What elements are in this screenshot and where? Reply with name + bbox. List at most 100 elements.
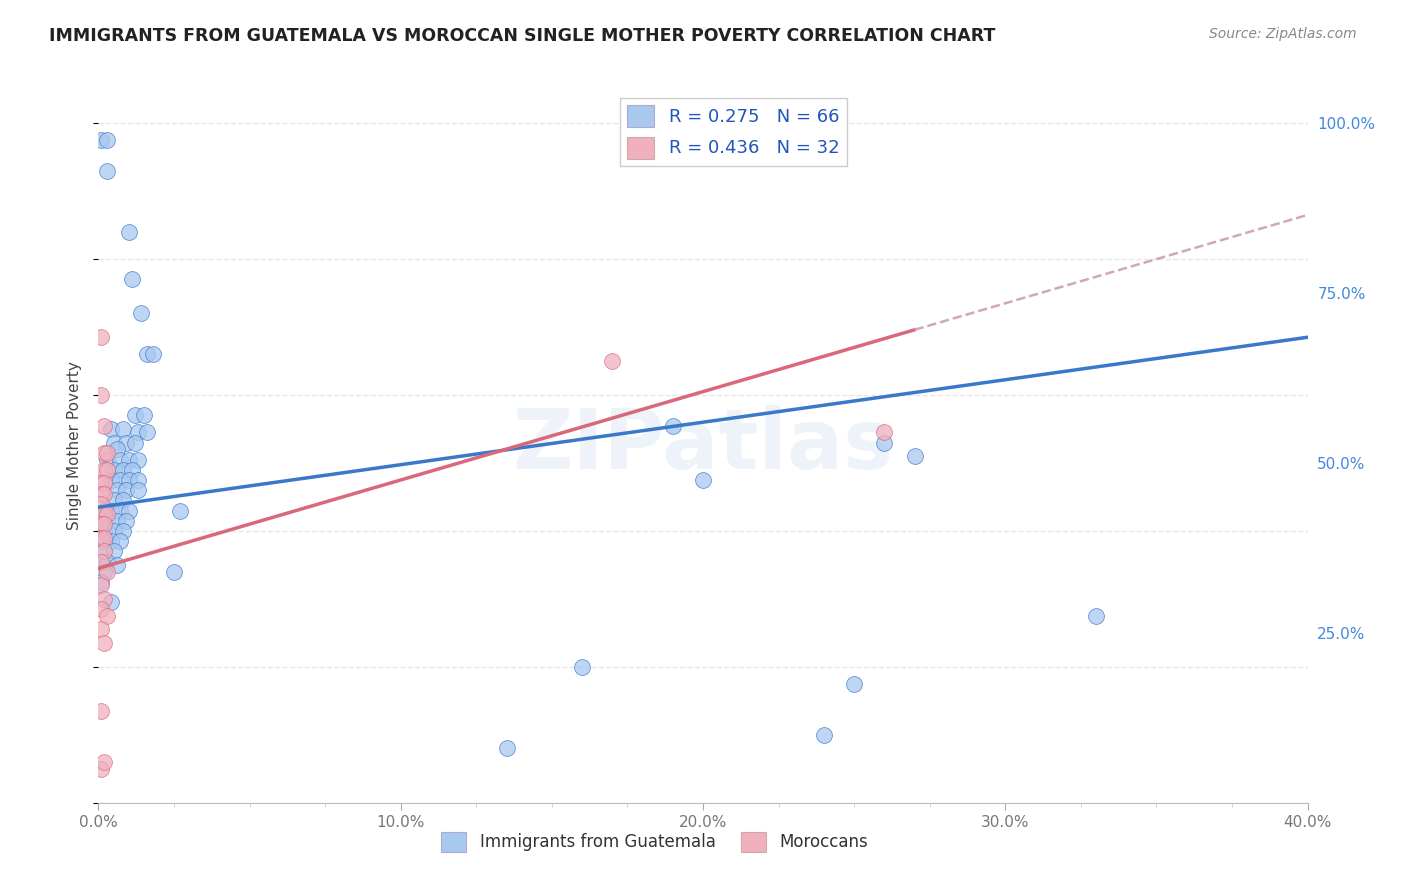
Point <box>96 463 118 477</box>
Point <box>127 473 149 487</box>
Point <box>90 602 112 616</box>
Point <box>90 623 112 637</box>
Point <box>100 422 122 436</box>
Point <box>873 435 896 450</box>
Point <box>127 452 149 467</box>
Point <box>118 503 141 517</box>
Point <box>90 704 112 718</box>
Point <box>118 452 141 467</box>
Point <box>93 446 115 460</box>
Point <box>105 558 128 572</box>
Point <box>90 486 112 500</box>
Point <box>96 514 118 528</box>
Point <box>142 347 165 361</box>
Point <box>93 591 115 606</box>
Point <box>813 728 835 742</box>
Point <box>96 555 118 569</box>
Point <box>127 425 149 440</box>
Text: ZIPatlas: ZIPatlas <box>513 406 893 486</box>
Point <box>111 493 134 508</box>
Point <box>93 544 115 558</box>
Point <box>90 476 112 491</box>
Point <box>100 473 122 487</box>
Point <box>118 225 141 239</box>
Point <box>108 503 131 517</box>
Point <box>96 163 118 178</box>
Point <box>114 514 136 528</box>
Point <box>93 507 115 521</box>
Point <box>96 565 118 579</box>
Point <box>90 574 112 589</box>
Point <box>93 476 115 491</box>
Point <box>100 503 122 517</box>
Point <box>103 493 125 508</box>
Point <box>602 354 624 368</box>
Point <box>873 425 896 440</box>
Point <box>169 503 191 517</box>
Point <box>163 565 186 579</box>
Point <box>90 497 112 511</box>
Point <box>93 544 115 558</box>
Point <box>844 677 866 691</box>
Point <box>111 422 134 436</box>
Point <box>93 636 115 650</box>
Point <box>111 524 134 538</box>
Point <box>96 507 118 521</box>
Point <box>93 463 115 477</box>
Point <box>93 418 115 433</box>
Point <box>96 133 118 147</box>
Point <box>96 446 118 460</box>
Point <box>103 463 125 477</box>
Point <box>132 409 155 423</box>
Y-axis label: Single Mother Poverty: Single Mother Poverty <box>67 361 83 531</box>
Point <box>93 524 115 538</box>
Point <box>127 483 149 498</box>
Point <box>93 531 115 545</box>
Point <box>103 435 125 450</box>
Point <box>90 578 112 592</box>
Point <box>90 762 112 776</box>
Point <box>108 452 131 467</box>
Point <box>121 463 143 477</box>
Point <box>129 306 152 320</box>
Legend: Immigrants from Guatemala, Moroccans: Immigrants from Guatemala, Moroccans <box>434 825 875 859</box>
Point <box>93 517 115 532</box>
Point <box>90 388 112 402</box>
Point <box>90 555 112 569</box>
Point <box>108 473 131 487</box>
Point <box>105 442 128 457</box>
Point <box>118 473 141 487</box>
Point <box>692 473 714 487</box>
Point <box>135 347 157 361</box>
Point <box>90 531 112 545</box>
Point <box>93 486 115 500</box>
Point <box>103 544 125 558</box>
Point <box>103 524 125 538</box>
Point <box>121 272 143 286</box>
Point <box>90 534 112 549</box>
Point <box>93 755 115 769</box>
Point <box>135 425 157 440</box>
Point <box>571 660 593 674</box>
Point <box>108 534 131 549</box>
Point <box>100 595 122 609</box>
Point <box>90 330 112 344</box>
Point <box>90 133 112 147</box>
Point <box>114 435 136 450</box>
Point <box>904 449 927 463</box>
Point <box>124 435 146 450</box>
Point <box>105 514 128 528</box>
Point <box>93 503 115 517</box>
Point <box>100 534 122 549</box>
Point <box>1085 608 1108 623</box>
Point <box>93 565 115 579</box>
Point <box>96 452 118 467</box>
Text: Source: ZipAtlas.com: Source: ZipAtlas.com <box>1209 27 1357 41</box>
Point <box>124 409 146 423</box>
Point <box>114 483 136 498</box>
Point <box>105 483 128 498</box>
Point <box>90 555 112 569</box>
Text: IMMIGRANTS FROM GUATEMALA VS MOROCCAN SINGLE MOTHER POVERTY CORRELATION CHART: IMMIGRANTS FROM GUATEMALA VS MOROCCAN SI… <box>49 27 995 45</box>
Point <box>90 517 112 532</box>
Point <box>96 608 118 623</box>
